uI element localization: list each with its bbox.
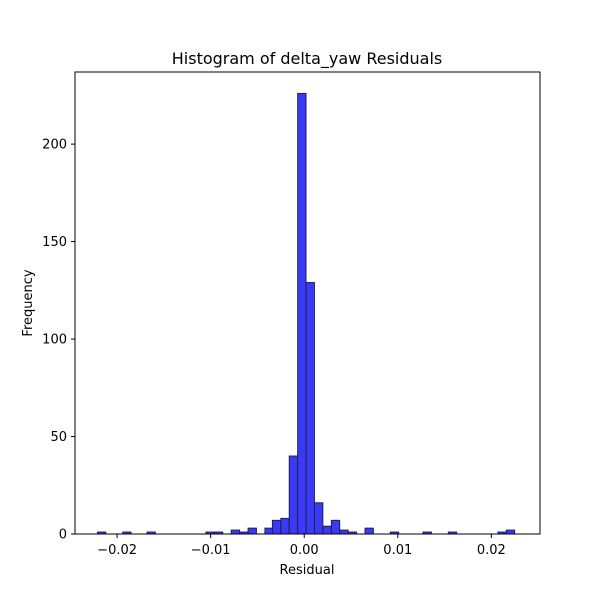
histogram-bar	[288, 455, 299, 535]
bars-group	[96, 92, 516, 535]
x-tick-label: −0.01	[191, 543, 231, 558]
histogram-bar	[314, 502, 324, 535]
y-tick-label: 50	[50, 430, 67, 445]
histogram-bar	[364, 527, 374, 535]
histogram-bar	[505, 529, 516, 535]
x-tick-label: −0.02	[97, 543, 137, 558]
histogram-bar	[322, 525, 332, 535]
x-tick-label: 0.02	[477, 543, 506, 558]
y-tick-label: 200	[42, 138, 67, 153]
x-tick-label: 0.00	[290, 543, 319, 558]
y-axis-label: Frequency	[21, 269, 36, 336]
histogram-bar	[271, 519, 282, 535]
plot-frame	[74, 71, 541, 535]
histogram-bar	[297, 92, 307, 535]
y-tick-label: 150	[42, 235, 67, 250]
chart-title: Histogram of delta_yaw Residuals	[172, 49, 442, 69]
x-axis: −0.02 −0.01 0.00 0.01 0.02	[97, 534, 506, 558]
histogram-bar	[305, 282, 315, 535]
y-tick-label: 0	[59, 528, 67, 543]
histogram-bar	[230, 529, 241, 535]
histogram-bar	[339, 529, 349, 535]
y-axis: 0 50 100 150 200	[42, 138, 75, 543]
histogram-bar	[280, 517, 290, 535]
y-tick-label: 100	[42, 333, 67, 348]
x-tick-label: 0.01	[383, 543, 412, 558]
x-axis-label: Residual	[280, 563, 335, 578]
histogram-bar	[247, 527, 257, 535]
histogram-bar	[330, 519, 341, 535]
